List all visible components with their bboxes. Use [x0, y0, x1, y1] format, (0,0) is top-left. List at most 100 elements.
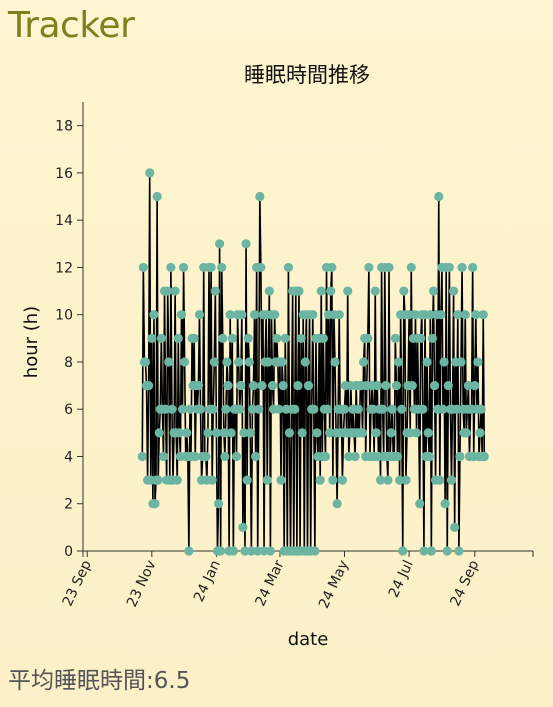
data-point — [425, 310, 435, 320]
data-point — [259, 546, 269, 556]
data-point — [386, 428, 396, 438]
data-point — [357, 428, 368, 438]
data-point — [471, 310, 481, 320]
data-point — [422, 357, 432, 367]
data-point — [239, 428, 249, 438]
data-point — [147, 333, 157, 343]
data-point — [220, 451, 230, 462]
data-point — [190, 451, 200, 462]
data-point — [440, 499, 450, 509]
y-tick-label: 12 — [55, 260, 73, 276]
data-point — [457, 262, 467, 273]
data-point — [149, 310, 159, 320]
data-point — [153, 475, 163, 485]
x-tick-label: 24 Mar — [252, 558, 287, 609]
data-point — [237, 310, 247, 320]
data-point — [328, 475, 338, 485]
x-axis: 23 Sep 23 Nov 24 Jan 24 Mar 24 May 24 Jul 24 S… — [60, 550, 534, 611]
data-point — [405, 428, 415, 438]
data-point — [194, 310, 205, 320]
x-tick-label: 24 Sep — [447, 558, 482, 609]
x-tick-label: 24 Jan — [191, 558, 224, 605]
chart-title: 睡眠時間推移 — [244, 63, 370, 87]
data-point — [243, 333, 253, 343]
data-point — [163, 286, 173, 296]
data-point — [278, 380, 288, 391]
data-point — [426, 546, 436, 556]
data-point — [370, 286, 380, 296]
data-point — [182, 428, 192, 438]
data-point — [184, 546, 194, 556]
data-point — [245, 428, 255, 438]
data-point — [460, 310, 470, 320]
data-point — [456, 357, 466, 367]
data-point — [173, 333, 183, 343]
data-point — [244, 357, 254, 367]
data-point — [439, 357, 449, 367]
data-point — [178, 262, 189, 273]
y-tick-label: 2 — [64, 497, 73, 513]
data-point — [235, 404, 245, 414]
sleep-chart: 睡眠時間推移 0 2 4 6 8 10 12 14 16 18 23 Sep 23 Nov 24 Ja… — [21, 63, 534, 650]
data-point — [476, 404, 486, 414]
data-point — [255, 191, 265, 202]
data-point — [234, 357, 244, 367]
x-tick-label: 24 May — [316, 558, 352, 611]
data-point — [264, 286, 274, 296]
data-point — [189, 333, 199, 343]
data-point — [384, 262, 394, 273]
data-point — [216, 546, 226, 556]
data-point — [436, 310, 446, 320]
data-point — [463, 380, 474, 391]
y-tick-label: 16 — [55, 166, 73, 182]
data-point — [276, 475, 286, 485]
data-point — [213, 499, 224, 509]
data-point — [277, 357, 287, 367]
data-point — [144, 380, 154, 391]
data-point — [411, 428, 422, 438]
data-point — [434, 191, 444, 202]
data-point — [226, 428, 236, 438]
series-line — [141, 172, 486, 552]
data-point — [297, 428, 307, 438]
data-point — [193, 380, 204, 391]
data-point — [274, 404, 284, 414]
average-sleep-summary: 平均睡眠時間:6.5 — [8, 666, 190, 696]
data-point — [435, 475, 445, 485]
data-point — [372, 380, 382, 391]
data-point — [138, 262, 148, 273]
data-point — [419, 546, 429, 556]
data-point — [423, 428, 433, 438]
data-point — [223, 380, 233, 391]
data-point — [265, 546, 276, 556]
data-point — [416, 333, 426, 343]
data-point — [343, 286, 353, 296]
data-point — [172, 475, 182, 485]
average-sleep-label: 平均睡眠時間: — [8, 668, 154, 694]
data-point — [363, 333, 373, 343]
data-point — [203, 428, 213, 438]
data-point — [217, 262, 227, 273]
data-point — [312, 428, 322, 438]
data-point — [154, 428, 164, 438]
x-axis-title: date — [288, 629, 329, 650]
data-point — [227, 333, 237, 343]
data-point — [470, 380, 480, 391]
data-point — [267, 380, 278, 391]
data-point — [164, 357, 174, 367]
data-point — [254, 404, 264, 414]
data-point — [397, 404, 407, 414]
data-point — [296, 333, 306, 343]
data-point — [308, 310, 318, 320]
data-point — [263, 357, 273, 367]
data-point — [195, 404, 206, 414]
data-point — [210, 286, 220, 296]
data-point — [246, 546, 256, 556]
series-layer — [137, 168, 489, 556]
data-point — [381, 380, 391, 391]
data-point — [211, 428, 222, 438]
data-point — [222, 357, 232, 367]
data-point — [428, 286, 439, 296]
data-point — [478, 310, 488, 320]
y-axis-title: hour (h) — [21, 306, 42, 378]
